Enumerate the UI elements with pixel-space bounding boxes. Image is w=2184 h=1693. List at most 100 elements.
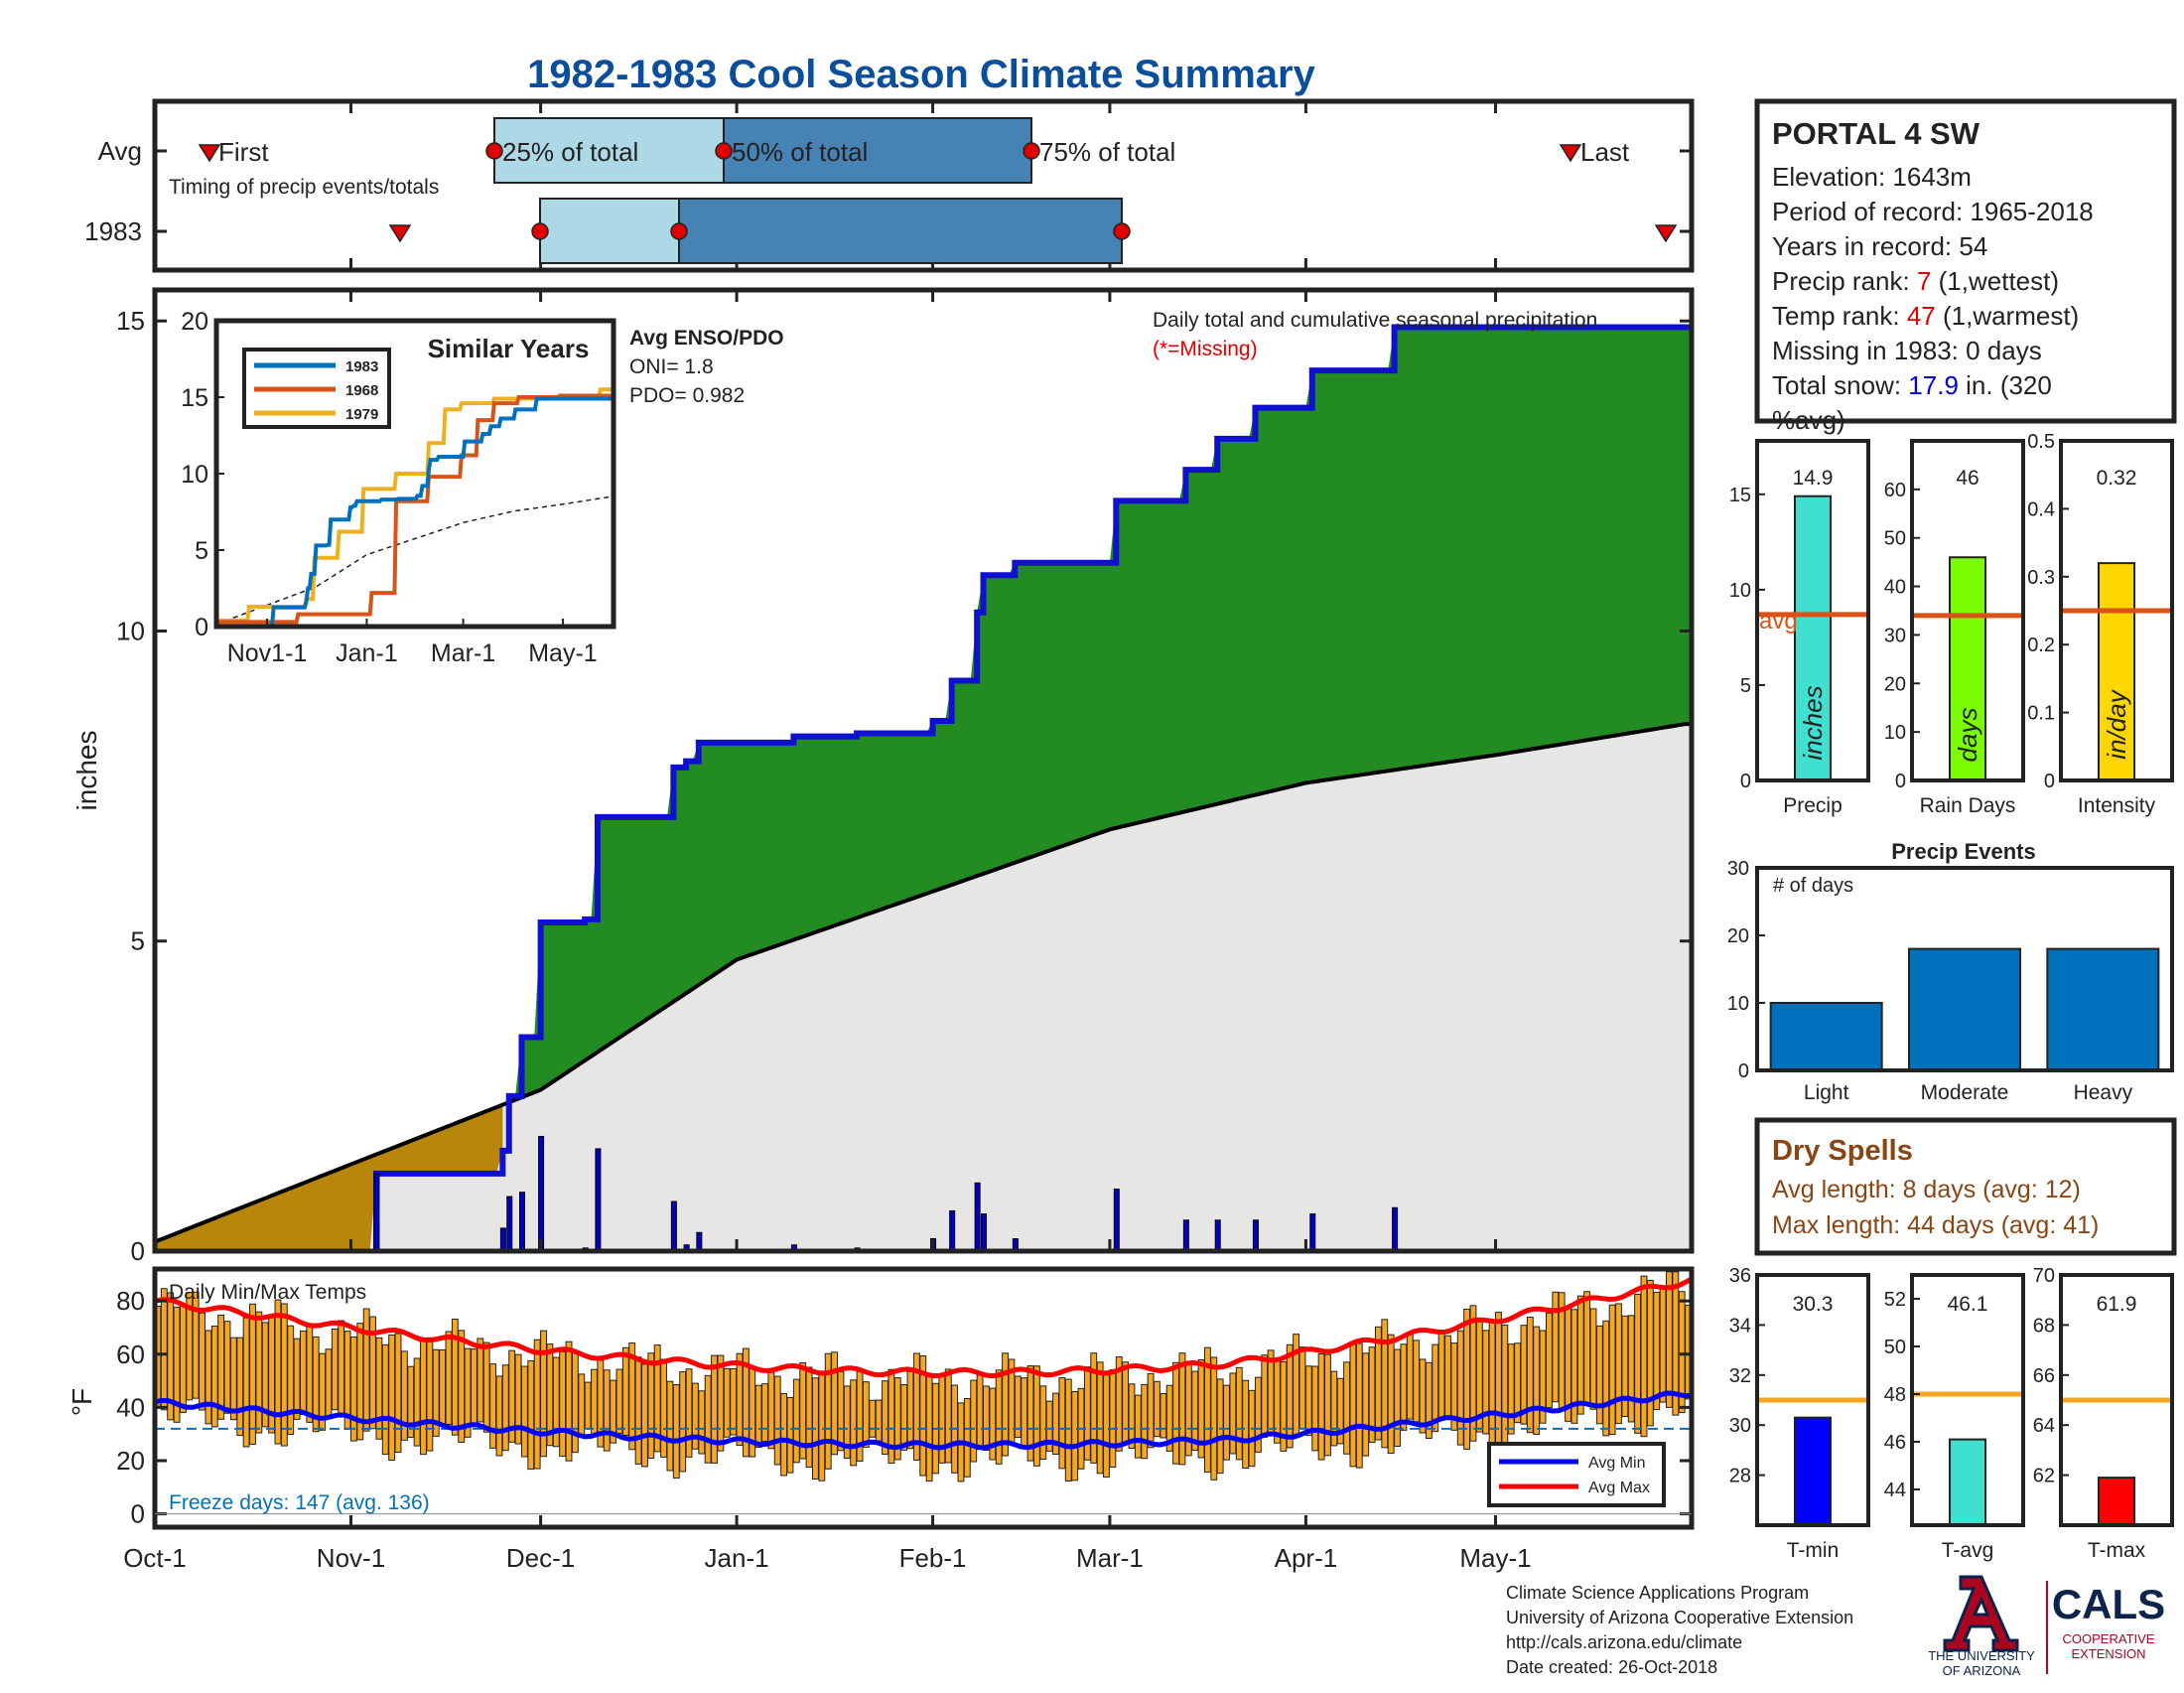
daily-temp-bar [210,1326,218,1428]
daily-temp-bar [274,1299,282,1445]
footer-line3: http://cals.arizona.edu/climate [1506,1632,1742,1652]
daily-temp-bar [591,1368,598,1436]
daily-temp-bar [805,1366,813,1469]
daily-temp-bar [1261,1354,1269,1438]
daily-temp-bar [1147,1372,1155,1449]
tx-ytick-label: 66 [2033,1365,2055,1387]
station-years: Years in record: 54 [1772,231,1987,261]
tx-ytick-label: 62 [2033,1466,2055,1487]
rain-days-xlabel: Rain Days [1920,794,2016,817]
daily-temp-bar [1324,1353,1331,1457]
rain-days-unit-label: days [1953,708,1982,763]
tmax-bar [2098,1477,2135,1526]
tn-ytick-label: 32 [1729,1365,1751,1387]
summary-tmin-bar: 28 30 32 34 36 30.3 T-min [1729,1265,1870,1562]
daily-temp-bar [413,1357,421,1447]
daily-temp-bar [1545,1312,1553,1409]
daily-temp-bar [1533,1326,1541,1435]
daily-temp-bar [1096,1361,1104,1475]
daily-temp-bar [850,1379,858,1467]
daily-temp-bar [1589,1308,1597,1410]
daily-temp-bar [754,1384,762,1449]
y1983-q25-q50-box [539,198,680,264]
daily-temp-bar [780,1393,788,1477]
daily-temp-bar [1444,1335,1451,1420]
daily-temp-bar [1064,1378,1072,1481]
above-avg-area [508,327,1692,1103]
daily-temp-bar [482,1341,490,1433]
station-precip-rank: Precip rank: 7 (1,wettest) [1772,266,2059,296]
daily-temp-bar [869,1399,877,1438]
daily-temp-bar [229,1337,237,1421]
daily-temp-bar [1666,1271,1673,1408]
daily-temp-bar [1160,1392,1167,1439]
temp-xtick-label: Oct-1 [123,1543,187,1573]
si-ytick-label: 0.5 [2027,431,2055,453]
daily-temp-bar [1501,1324,1509,1450]
y1983-first-marker [388,224,412,243]
enso-title: Avg ENSO/PDO [629,327,784,350]
daily-temp-bar [1362,1352,1370,1457]
daily-precip-bar [373,1173,380,1252]
daily-temp-bar [1646,1279,1654,1427]
cumulative-1983-line [372,324,1692,1251]
daily-temp-bar [1317,1352,1325,1461]
freeze-days: Freeze days: 147 (avg. 136) [169,1491,430,1514]
daily-temp-bar [1021,1377,1028,1448]
figure-title: 1982-1983 Cool Season Climate Summary [527,53,1315,96]
inset-xtick-label: Mar-1 [431,639,495,667]
main-ylabel: inches [71,731,102,811]
daily-temp-bar [1141,1383,1149,1460]
daily-temp-bar [565,1340,573,1462]
station-snow: Total snow: 17.9 in. (320 [1772,370,2052,400]
temp-xtick-label: Apr-1 [1275,1543,1338,1573]
avg-cumulative-line [154,722,1692,1244]
daily-temp-bar [1419,1358,1427,1434]
daily-temp-bar [634,1356,642,1465]
daily-temp-bar [1343,1361,1351,1455]
dry-spells-box: Dry Spells Avg length: 8 days (avg: 12) … [1754,1117,2177,1256]
daily-temp-bar [1223,1384,1230,1461]
daily-temp-bar [160,1288,168,1411]
pct50-label: 50% of total [732,137,868,167]
daily-temp-bar [1071,1390,1079,1481]
daily-temp-bar [1634,1293,1642,1434]
daily-temp-bar [1488,1320,1496,1447]
sr-ytick-label: 30 [1884,625,1906,646]
station-name: PORTAL 4 SW [1772,116,1980,151]
daily-temp-bar [306,1324,314,1423]
daily-temp-bar [179,1305,187,1413]
footer-line2: University of Arizona Cooperative Extens… [1506,1608,1853,1627]
daily-temp-bar [199,1312,205,1411]
tmin-value-label: 30.3 [1793,1293,1834,1316]
event-bar-moderate [1908,947,2021,1071]
y1983-q50-q75-box [678,198,1123,264]
daily-temp-bar [1172,1361,1180,1465]
daily-precip-bar [1182,1219,1189,1252]
intensity-bar [2098,562,2135,781]
precip-unit-label: inches [1798,685,1828,760]
daily-temp-bar [963,1397,971,1478]
dry-spells-max: Max length: 44 days (avg: 41) [1772,1211,2099,1239]
daily-temp-bar [970,1379,978,1463]
tmax-xlabel: T-max [2088,1539,2146,1562]
si-ytick-label: 0.2 [2027,635,2055,656]
daily-temp-bar [1304,1365,1312,1437]
temp-ytick-label: 40 [116,1392,145,1422]
daily-temp-bar [1349,1341,1357,1468]
ua-text-2: OF ARIZONA [1943,1663,2021,1678]
daily-temp-bar [527,1359,535,1470]
similar-years-inset: 0 5 10 15 20 Nov1-1 Jan-1 Mar-1 May-1 Similar Y… [181,308,616,667]
inset-title: Similar Years [428,334,590,363]
avg-q50-dot [715,142,733,160]
daily-temp-bar [205,1330,212,1425]
tmin-bar [1794,1416,1832,1527]
main-ytick-label: 10 [116,616,145,645]
cals-wordmark: CALS [2052,1581,2165,1627]
avg-last-marker [1559,144,1582,163]
avg-first-marker [198,144,221,163]
inset-xtick-label: Jan-1 [336,639,398,667]
events-ylabel: # of days [1773,875,1853,897]
tx-ytick-label: 68 [2033,1315,2055,1337]
